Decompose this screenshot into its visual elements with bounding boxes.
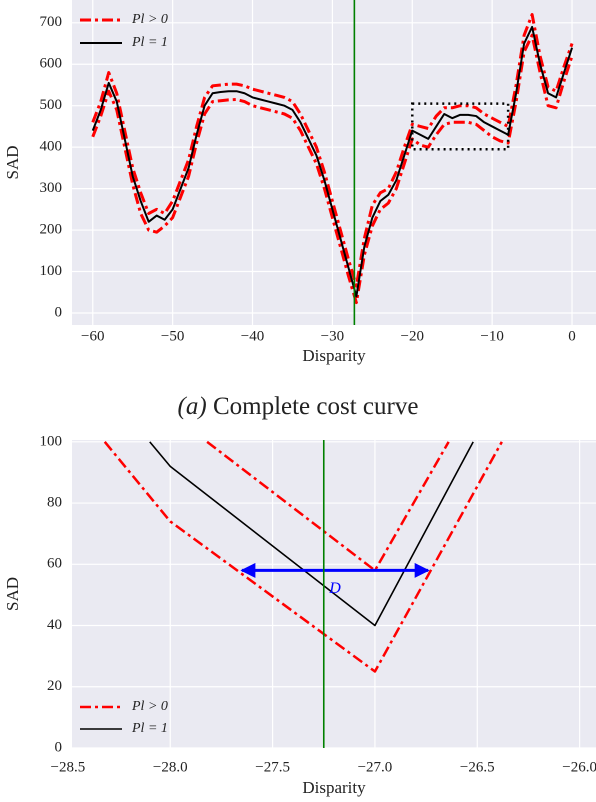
line-series [91, 25, 573, 298]
x-tick-label: −26.0 [562, 759, 596, 775]
y-axis-title: SAD [3, 577, 22, 611]
x-axis-title: Disparity [302, 778, 366, 797]
y-tick-label: 700 [40, 14, 63, 30]
x-tick-label: −30 [321, 328, 344, 344]
x-tick-label: −50 [161, 328, 184, 344]
x-tick-label: −40 [241, 328, 264, 344]
y-tick-label: 20 [47, 678, 62, 694]
x-tick-label: −27.5 [255, 759, 290, 775]
line-series [91, 33, 574, 305]
line-series [91, 13, 574, 288]
y-tick-label: 0 [55, 304, 63, 320]
legend-label: Pl > 0 [131, 699, 168, 714]
y-tick-label: 200 [40, 222, 63, 238]
x-axis-title: Disparity [302, 346, 366, 365]
legend-label: Pl = 1 [131, 721, 168, 736]
x-tick-label: −27.0 [358, 759, 393, 775]
caption-label: (a) [178, 393, 207, 420]
x-tick-label: −26.5 [460, 759, 495, 775]
y-tick-label: 80 [47, 495, 62, 511]
x-tick-label: −10 [480, 328, 503, 344]
caption-text: Complete cost curve [213, 393, 419, 420]
y-tick-label: 100 [40, 433, 63, 449]
line-series [206, 440, 450, 572]
y-tick-label: 100 [40, 263, 63, 279]
arrow-label: D [328, 580, 341, 597]
y-tick-label: 40 [47, 617, 62, 633]
x-tick-label: −28.5 [51, 759, 86, 775]
plot-area: D [103, 440, 503, 748]
y-tick-label: 400 [40, 139, 63, 155]
x-tick-label: 0 [568, 328, 576, 344]
line-series [103, 441, 503, 673]
plot-area [91, 0, 574, 325]
y-tick-label: 0 [55, 739, 63, 755]
x-tick-label: −60 [81, 328, 104, 344]
line-series [149, 441, 474, 627]
y-tick-label: 600 [40, 56, 63, 72]
y-tick-label: 60 [47, 556, 62, 572]
legend-label: Pl > 0 [131, 12, 168, 27]
y-axis-title: SAD [3, 145, 22, 179]
x-tick-label: −20 [401, 328, 424, 344]
caption: (a) Complete cost curve [178, 393, 419, 420]
x-tick-label: −28.0 [153, 759, 188, 775]
y-tick-label: 300 [40, 180, 63, 196]
y-tick-label: 500 [40, 97, 63, 113]
legend-label: Pl = 1 [131, 35, 168, 50]
plot-background [72, 0, 596, 325]
